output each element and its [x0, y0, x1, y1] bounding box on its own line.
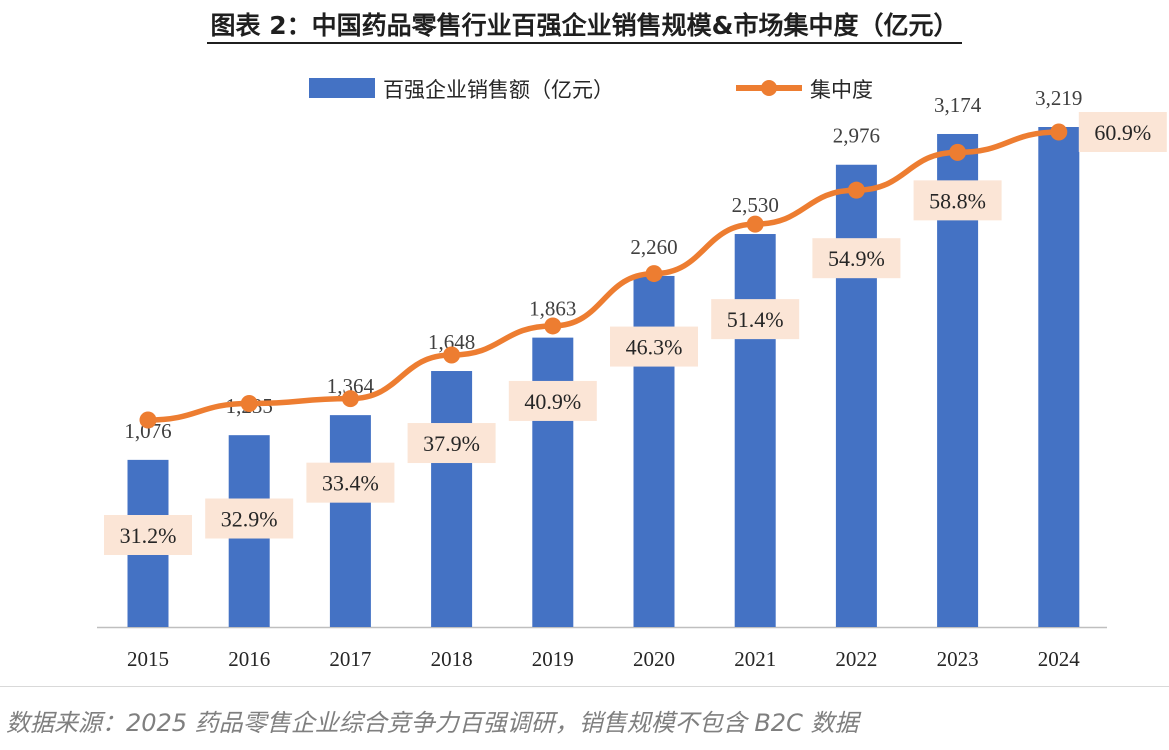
line-label-box-2023 — [913, 180, 1002, 221]
x-tick-2022: 2022 — [835, 647, 877, 671]
bar-series: 1,0761,2351,3641,6481,8632,2602,5302,976… — [124, 86, 1082, 628]
line-label-box-2015 — [104, 515, 192, 555]
line-marker-2021 — [746, 215, 764, 233]
x-tick-2017: 2017 — [329, 647, 371, 671]
line-label-box-2016 — [205, 498, 294, 539]
bar-value-label-2023: 3,174 — [934, 93, 982, 117]
line-label-2015: 31.2% — [120, 523, 177, 548]
bar-2024 — [1038, 127, 1080, 627]
line-label-box-2017 — [306, 462, 395, 503]
bar-value-label-2022: 2,976 — [833, 124, 880, 148]
bar-2021 — [734, 234, 776, 627]
line-label-2022: 54.9% — [828, 246, 885, 271]
line-label-2018: 37.9% — [423, 431, 480, 456]
line-label-2020: 46.3% — [626, 335, 683, 360]
legend-line-marker — [761, 80, 777, 96]
line-label-2023: 58.8% — [929, 188, 986, 213]
line-marker-2016 — [240, 395, 258, 413]
bar-value-label-2024: 3,219 — [1035, 86, 1082, 110]
bar-2018 — [431, 371, 473, 627]
line-label-2021: 51.4% — [727, 307, 784, 332]
line-label-box-2021 — [711, 299, 800, 340]
legend-bar-swatch — [309, 78, 375, 98]
bar-value-label-2020: 2,260 — [630, 235, 677, 259]
legend-bar-label: 百强企业销售额（亿元） — [383, 78, 614, 102]
chart-title-text: 图表 2：中国药品零售行业百强企业销售规模&市场集中度（亿元） — [206, 11, 963, 44]
x-tick-2019: 2019 — [532, 647, 574, 671]
concentration-line — [147, 129, 1059, 423]
line-label-2024: 60.9% — [1094, 120, 1151, 145]
x-tick-2020: 2020 — [633, 647, 675, 671]
bar-2017 — [329, 415, 371, 627]
line-label-box-2024 — [1078, 112, 1167, 152]
line-marker-2023 — [949, 143, 967, 161]
source-note: 数据来源：2025 药品零售企业综合竞争力百强调研，销售规模不包含 B2C 数据 — [6, 709, 859, 737]
line-label-box-2022 — [812, 238, 901, 279]
line-marker-2015 — [139, 411, 157, 429]
line-marker-2022 — [847, 181, 865, 199]
line-value-labels: 31.2% 32.9% 33.4% 37.9% 40.9% 46.3% 51.4% 54.9%… — [104, 112, 1167, 555]
x-tick-2016: 2016 — [228, 647, 270, 671]
combo-chart: 百强企业销售额（亿元）集中度1,0761,2351,3641,6481,8632… — [97, 78, 1167, 671]
legend: 百强企业销售额（亿元） 集中度 — [309, 78, 873, 102]
line-label-box-2018 — [407, 423, 496, 464]
bar-2022 — [835, 164, 877, 628]
line-marker-2017 — [341, 390, 359, 408]
x-tick-2021: 2021 — [734, 647, 776, 671]
line-label-2017: 33.4% — [322, 471, 379, 496]
x-tick-2018: 2018 — [431, 647, 473, 671]
x-tick-2015: 2015 — [127, 647, 169, 671]
line-marker-2019 — [544, 317, 562, 335]
legend-line-label: 集中度 — [810, 78, 873, 102]
x-tick-2024: 2024 — [1038, 647, 1081, 671]
chart-title: 图表 2：中国药品零售行业百强企业销售规模&市场集中度（亿元） — [0, 6, 1169, 44]
x-tick-2023: 2023 — [937, 647, 979, 671]
line-label-box-2019 — [508, 380, 597, 421]
bar-value-label-2019: 1,863 — [529, 297, 576, 321]
line-label-2016: 32.9% — [221, 507, 278, 532]
line-series — [139, 123, 1068, 429]
x-axis-tick-labels: 2015 2016 2017 2018 2019 2020 2021 2022 2023 2024 — [127, 647, 1080, 671]
bar-value-label-2021: 2,530 — [732, 193, 779, 217]
line-marker-2024 — [1050, 123, 1068, 141]
line-marker-2020 — [645, 265, 663, 283]
divider — [0, 686, 1169, 687]
line-label-box-2020 — [610, 326, 698, 367]
line-marker-2018 — [443, 346, 461, 364]
line-label-2019: 40.9% — [524, 389, 581, 414]
